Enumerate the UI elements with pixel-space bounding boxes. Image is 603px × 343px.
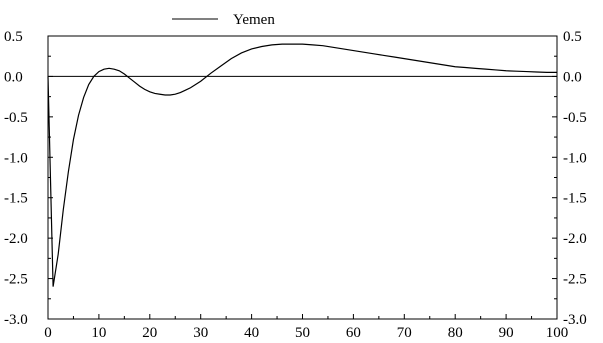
y-tick-labels-right: 0.5 0.0 -0.5 -1.0 -1.5 -2.0 -2.5 -3.0 <box>563 29 587 328</box>
x-tick-label: 80 <box>448 325 463 341</box>
chart-legend: Yemen <box>172 12 275 28</box>
x-tick-label: 60 <box>346 325 361 341</box>
x-tick-label: 50 <box>295 325 310 341</box>
y-tick-label-right: -0.5 <box>563 110 587 126</box>
legend-label-yemen: Yemen <box>233 12 275 28</box>
y-tick-label-left: -1.5 <box>4 191 28 207</box>
x-tick-label: 100 <box>546 325 569 341</box>
y-tick-label-right: -2.5 <box>563 272 587 288</box>
series-layer <box>47 43 557 287</box>
y-tick-label-left: -3.0 <box>4 312 28 328</box>
plot-frame <box>47 35 558 320</box>
x-tick-label: 10 <box>91 325 106 341</box>
y-tick-label-right: 0.0 <box>563 69 582 85</box>
y-tick-label-right: 0.5 <box>563 29 582 45</box>
y-tick-label-left: 0.5 <box>4 29 23 45</box>
x-tick-label: 0 <box>44 325 52 341</box>
x-tick-label: 20 <box>142 325 157 341</box>
y-tick-label-left: -0.5 <box>4 110 28 126</box>
y-tick-labels-left: 0.5 0.0 -0.5 -1.0 -1.5 -2.0 -2.5 -3.0 <box>4 29 28 328</box>
y-tick-label-right: -1.5 <box>563 191 587 207</box>
x-tick-label: 30 <box>193 325 208 341</box>
x-tick-label: 90 <box>499 325 514 341</box>
y-tick-label-left: 0.0 <box>4 69 23 85</box>
y-tick-label-right: -2.0 <box>563 231 587 247</box>
x-tick-label: 40 <box>244 325 259 341</box>
x-tick-label: 70 <box>397 325 412 341</box>
plot-axes <box>47 35 558 320</box>
y-tick-label-left: -2.0 <box>4 231 28 247</box>
x-tick-labels: 0 10 20 30 40 50 60 70 80 90 100 <box>44 325 568 341</box>
y-tick-label-right: -3.0 <box>563 312 587 328</box>
y-tick-label-left: -2.5 <box>4 272 28 288</box>
series-line-yemen <box>47 43 557 287</box>
y-tick-label-left: -1.0 <box>4 150 28 166</box>
y-tick-label-right: -1.0 <box>563 150 587 166</box>
